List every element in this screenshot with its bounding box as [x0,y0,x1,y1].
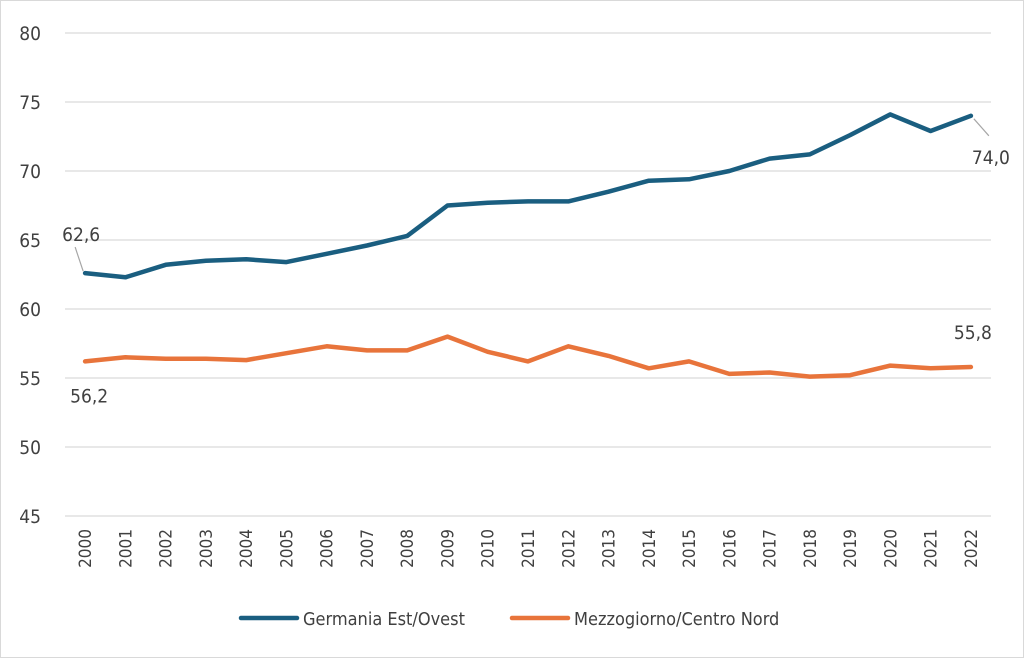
x-tick-label: 2017 [761,529,781,568]
x-tick-label: 2000 [76,529,96,568]
x-tick-label: 2022 [962,529,982,568]
x-tick-label: 2021 [922,529,942,568]
y-tick-label: 50 [19,437,41,459]
x-tick-label: 2009 [438,529,458,568]
x-tick-label: 2015 [680,529,700,568]
x-tick-label: 2010 [479,529,499,568]
y-tick-label: 70 [19,161,41,183]
x-tick-label: 2005 [277,529,297,568]
y-tick-label: 75 [19,92,41,114]
x-tick-label: 2003 [197,529,217,568]
data-label: 55,8 [954,322,992,344]
y-tick-label: 80 [19,23,41,45]
y-tick-label: 60 [19,299,41,321]
y-tick-label: 65 [19,230,41,252]
x-tick-label: 2004 [237,529,257,568]
x-tick-label: 2006 [318,529,338,568]
x-tick-label: 2020 [881,529,901,568]
data-label: 74,0 [972,147,1010,169]
series-line-1 [82,112,974,280]
data-label-leader [74,246,84,272]
legend-label-2: Mezzogiorno/Centro Nord [574,609,779,630]
data-label: 62,6 [62,224,100,246]
x-tick-label: 2014 [640,529,660,568]
y-tick-label: 55 [19,368,41,390]
x-tick-label: 2007 [358,529,378,568]
x-tick-label: 2018 [801,529,821,568]
series-line-2 [82,334,974,379]
legend-label-1: Germania Est/Ovest [303,609,465,630]
x-tick-label: 2001 [116,529,136,568]
x-tick-label: 2002 [157,529,177,568]
x-tick-label: 2012 [559,529,579,568]
x-tick-label: 2019 [841,529,861,568]
y-tick-label: 45 [19,506,41,528]
data-label: 56,2 [70,385,108,407]
x-tick-label: 2008 [398,529,418,568]
data-label-leader [973,118,990,137]
x-tick-label: 2013 [600,529,620,568]
x-tick-label: 2011 [519,529,539,568]
x-tick-label: 2016 [720,529,740,568]
